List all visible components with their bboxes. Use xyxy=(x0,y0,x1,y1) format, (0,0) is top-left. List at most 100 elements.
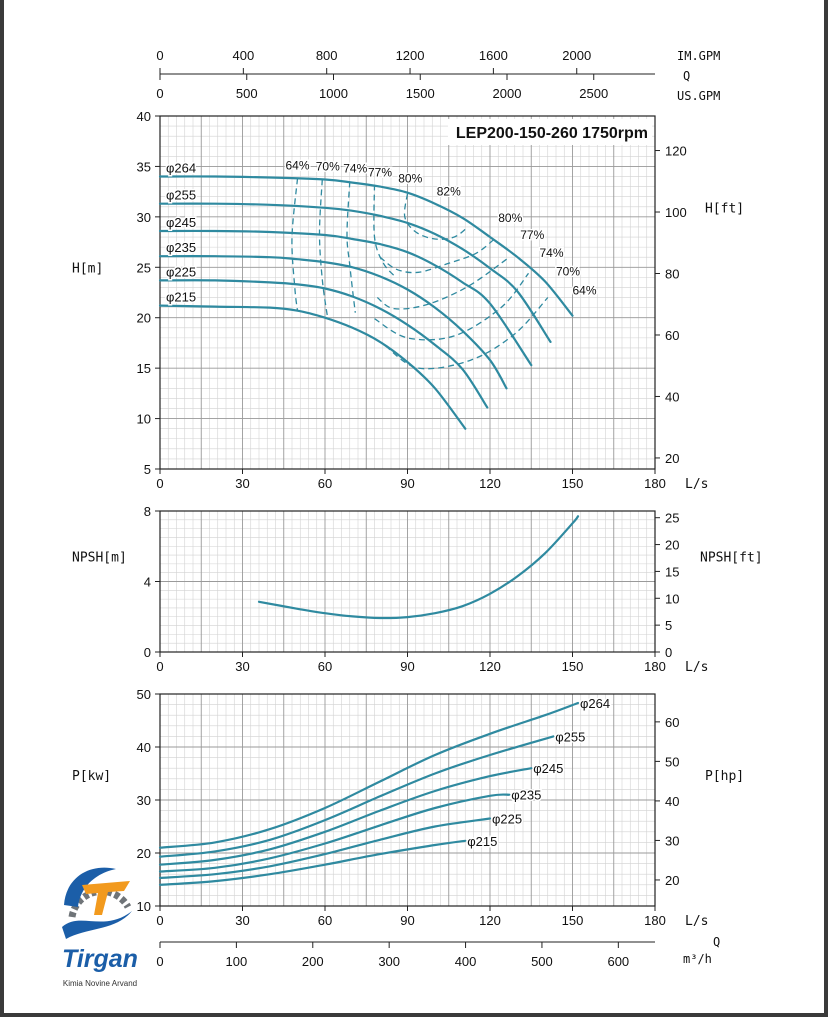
x-tick-label: 60 xyxy=(318,659,332,674)
us-gpm-tick-label: 1000 xyxy=(319,86,348,101)
m3h-tick-label: 500 xyxy=(531,954,553,969)
series-line xyxy=(158,255,508,390)
x-tick-label: 180 xyxy=(644,476,666,491)
efficiency-label: 77% xyxy=(368,166,392,180)
m3h-tick-label: 200 xyxy=(302,954,324,969)
im-gpm-tick-label: 0 xyxy=(156,48,163,63)
series-line xyxy=(158,279,489,409)
m3h-tick-label: 100 xyxy=(226,954,248,969)
y-axis-label: P[kw] xyxy=(72,769,111,784)
y-tick-label: 15 xyxy=(137,361,151,376)
x-tick-label: 150 xyxy=(562,659,584,674)
m3h-tick-label: 0 xyxy=(156,954,163,969)
x-tick-label: 150 xyxy=(562,476,584,491)
wave-icon xyxy=(62,911,132,939)
x-tick-label: 90 xyxy=(400,476,414,491)
series-line xyxy=(158,793,511,873)
top-q-label: Q xyxy=(683,69,690,83)
series-line xyxy=(158,175,574,317)
y-tick-label: 10 xyxy=(137,899,151,914)
right-tick-label: 60 xyxy=(665,328,679,343)
efficiency-label: 70% xyxy=(316,159,340,173)
x-tick-label: 120 xyxy=(479,913,501,928)
series-line xyxy=(158,229,533,367)
im-gpm-tick-label: 400 xyxy=(232,48,254,63)
y-tick-label: 20 xyxy=(137,846,151,861)
efficiency-curve xyxy=(385,297,549,370)
y-tick-label: 5 xyxy=(144,462,151,477)
x-tick-label: 0 xyxy=(156,913,163,928)
series-line xyxy=(158,767,533,866)
x-axis-label: L/s xyxy=(685,660,708,675)
us-gpm-tick-label: 2000 xyxy=(493,86,522,101)
efficiency-label: 64% xyxy=(285,158,309,172)
series-label: φ225 xyxy=(166,264,196,279)
im-gpm-tick-label: 800 xyxy=(316,48,338,63)
right-tick-label: 20 xyxy=(665,873,679,888)
m3h-tick-label: 600 xyxy=(607,954,629,969)
window-frame-bottom xyxy=(0,1013,828,1017)
im-gpm-tick-label: 1600 xyxy=(479,48,508,63)
chart-title-background xyxy=(448,119,652,145)
right-axis-label: H[ft] xyxy=(705,202,744,217)
efficiency-curve xyxy=(403,193,469,240)
y-tick-label: 4 xyxy=(144,575,151,590)
efficiency-label: 74% xyxy=(540,246,564,260)
y-tick-label: 0 xyxy=(144,645,151,660)
right-tick-label: 40 xyxy=(665,794,679,809)
series-label: φ215 xyxy=(467,834,497,849)
chart-title: LEP200-150-260 1750rpm xyxy=(456,125,648,142)
series-line xyxy=(158,304,467,430)
right-tick-label: 20 xyxy=(665,538,679,553)
efficiency-curve xyxy=(373,184,395,276)
series-line xyxy=(158,202,552,343)
x-axis-label: L/s xyxy=(685,914,708,929)
series-label: φ245 xyxy=(533,761,563,776)
x-tick-label: 180 xyxy=(644,913,666,928)
right-tick-label: 60 xyxy=(665,715,679,730)
series-label: φ245 xyxy=(166,215,196,230)
series-label: φ215 xyxy=(166,290,196,305)
right-tick-label: 80 xyxy=(665,266,679,281)
efficiency-label: 64% xyxy=(573,284,597,298)
right-tick-label: 0 xyxy=(665,645,672,660)
x-tick-label: 90 xyxy=(400,659,414,674)
y-tick-label: 30 xyxy=(137,210,151,225)
series-label: φ264 xyxy=(580,696,610,711)
y-tick-label: 10 xyxy=(137,412,151,427)
x-tick-label: 60 xyxy=(318,476,332,491)
efficiency-label: 77% xyxy=(520,228,544,242)
right-tick-label: 15 xyxy=(665,564,679,579)
efficiency-curve xyxy=(291,178,299,311)
m3h-tick-label: 400 xyxy=(455,954,477,969)
right-tick-label: 25 xyxy=(665,511,679,526)
series-label: φ255 xyxy=(166,188,196,203)
x-tick-label: 60 xyxy=(318,913,332,928)
im-gpm-tick-label: 1200 xyxy=(396,48,425,63)
series-label: φ225 xyxy=(492,812,522,827)
right-axis-label: NPSH[ft] xyxy=(700,551,763,566)
efficiency-label: 80% xyxy=(398,172,422,186)
logo-name: Tirgan xyxy=(62,945,138,973)
y-tick-label: 35 xyxy=(137,159,151,174)
window-frame-left xyxy=(0,0,4,1017)
y-tick-label: 8 xyxy=(144,504,151,519)
tirgan-logo: Tirgan Kimia Novine Arvand xyxy=(62,867,138,988)
efficiency-curve xyxy=(376,256,510,310)
series-line xyxy=(158,701,580,849)
right-tick-label: 50 xyxy=(665,754,679,769)
y-tick-label: 50 xyxy=(137,687,151,702)
power-chart-panel: 0 30 60 90 120 150 180 L/s 10 20 30 40 50 P[kw] 20 30 40… xyxy=(72,687,744,929)
series-label: φ235 xyxy=(511,788,541,803)
efficiency-curve xyxy=(318,179,329,319)
right-axis-label: P[hp] xyxy=(705,769,744,784)
us-gpm-unit-label: US.GPM xyxy=(677,89,720,103)
x-tick-label: 150 xyxy=(562,913,584,928)
efficiency-label: 82% xyxy=(437,185,461,199)
right-tick-label: 100 xyxy=(665,205,687,220)
series-line xyxy=(158,839,467,886)
right-tick-label: 30 xyxy=(665,833,679,848)
x-tick-label: 90 xyxy=(400,913,414,928)
bottom-q-label: Q xyxy=(713,935,720,949)
